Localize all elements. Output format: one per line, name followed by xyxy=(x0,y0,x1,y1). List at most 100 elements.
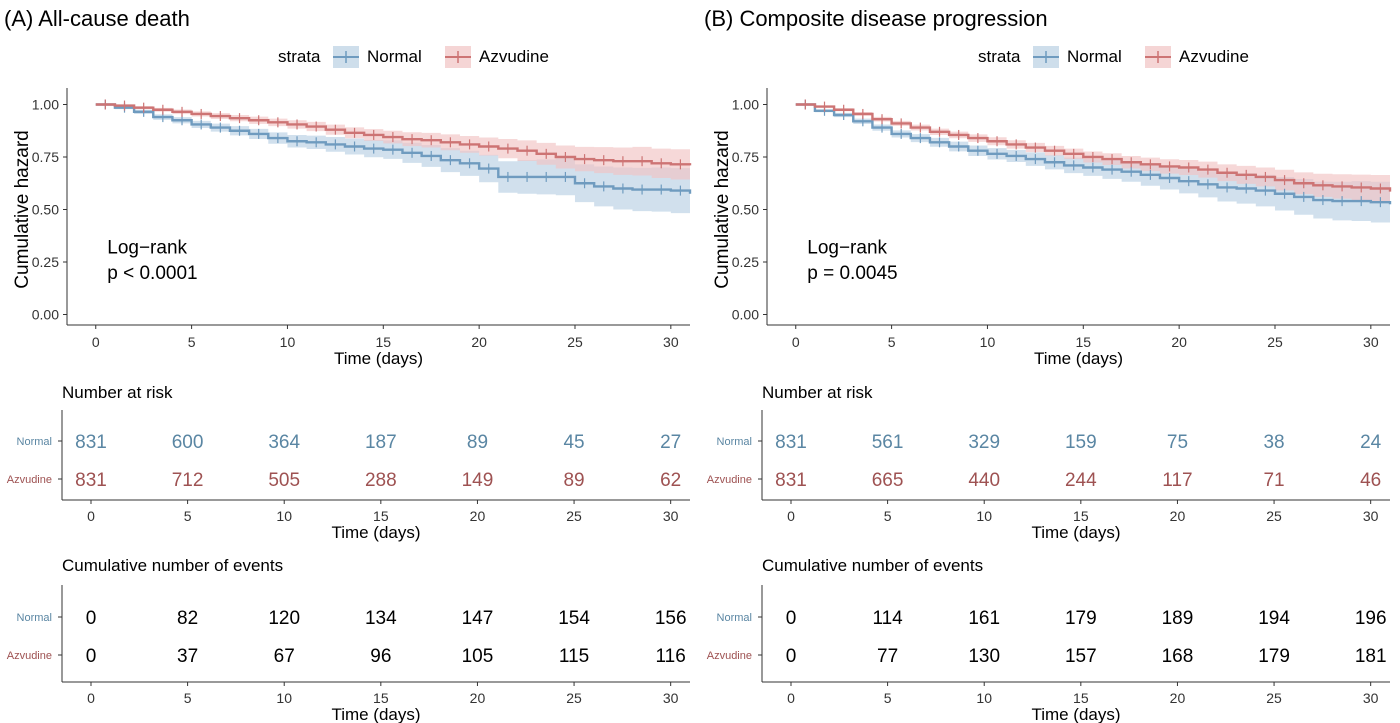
y-tick-label: 0.25 xyxy=(32,254,59,270)
events-table-cell: 156 xyxy=(655,608,687,629)
risk-table-x-tick-label: 25 xyxy=(1266,508,1282,524)
events-table-x-tick-label: 10 xyxy=(276,690,292,706)
risk-table-row-label: Normal xyxy=(17,436,52,448)
events-table-row-label: Normal xyxy=(17,612,52,624)
risk-table-cell: 62 xyxy=(660,470,681,491)
y-tick-label: 1.00 xyxy=(32,97,59,113)
x-tick-label: 5 xyxy=(888,334,896,350)
events-table-cell: 37 xyxy=(177,646,198,667)
events-table-x-axis-label: Time (days) xyxy=(1031,705,1120,723)
km-line-normal xyxy=(95,103,692,194)
risk-table-x-tick-label: 0 xyxy=(87,508,95,524)
y-axis-label: Cumulative hazard xyxy=(712,130,733,288)
events-table-cell: 179 xyxy=(1065,608,1097,629)
legend: strata Normal Azvudine xyxy=(278,46,549,68)
y-tick-label: 0.50 xyxy=(732,202,759,218)
risk-table-x-tick-label: 25 xyxy=(566,508,582,524)
y-tick-label: 0.75 xyxy=(732,149,759,165)
risk-table-x-tick-label: 0 xyxy=(787,508,795,524)
events-table-x-tick-label: 30 xyxy=(1363,690,1379,706)
risk-table-cell: 71 xyxy=(1263,470,1284,491)
legend-title: strata xyxy=(278,47,321,66)
risk-table-cell: 117 xyxy=(1162,470,1192,491)
events-table-cell: 120 xyxy=(268,608,300,629)
events-table-cell: 134 xyxy=(365,608,397,629)
events-table-cell: 0 xyxy=(786,608,797,629)
x-axis-label: Time (days) xyxy=(1034,349,1123,368)
events-table-row-label: Azvudine xyxy=(707,650,752,662)
events-table-cell: 147 xyxy=(462,608,494,629)
logrank-label: Log−rank xyxy=(107,238,187,259)
risk-table-x-axis-label: Time (days) xyxy=(331,523,420,542)
risk-table-cell: 665 xyxy=(872,470,904,491)
events-table-cell: 82 xyxy=(177,608,198,629)
events-table-cell: 115 xyxy=(559,646,589,667)
risk-table-title: Number at risk xyxy=(762,383,873,402)
p-value-label: p = 0.0045 xyxy=(807,263,897,284)
events-table-cell: 0 xyxy=(86,646,97,667)
legend-label: Azvudine xyxy=(479,47,549,66)
risk-table-cell: 149 xyxy=(462,470,494,491)
risk-table-x-tick-label: 30 xyxy=(663,508,679,524)
events-table-cell: 96 xyxy=(370,646,391,667)
x-tick-label: 5 xyxy=(188,334,196,350)
events-table-x-tick-label: 25 xyxy=(566,690,582,706)
risk-table-cell: 89 xyxy=(563,470,584,491)
events-table-cell: 154 xyxy=(558,608,590,629)
risk-table-x-tick-label: 5 xyxy=(184,508,192,524)
risk-table-cell: 505 xyxy=(268,470,300,491)
risk-table-x-tick-label: 20 xyxy=(470,508,486,524)
risk-table-row-label: Normal xyxy=(717,436,752,448)
legend-label: Normal xyxy=(1067,47,1122,66)
chart-title: (B) Composite disease progression xyxy=(704,6,1048,31)
ci-band-azvudine xyxy=(95,104,690,182)
events-table-x-tick-label: 25 xyxy=(1266,690,1282,706)
events-table-x-tick-label: 0 xyxy=(87,690,95,706)
y-axis-label: Cumulative hazard xyxy=(12,130,33,288)
risk-table-cell: 89 xyxy=(467,432,488,453)
legend-label: Azvudine xyxy=(1179,47,1249,66)
risk-table-cell: 831 xyxy=(775,432,807,453)
legend-label: Normal xyxy=(367,47,422,66)
risk-table-title: Number at risk xyxy=(62,383,173,402)
risk-table-cell: 831 xyxy=(75,432,107,453)
x-tick-label: 0 xyxy=(92,334,100,350)
events-table-cell: 67 xyxy=(274,646,295,667)
events-table-x-tick-label: 20 xyxy=(470,690,486,706)
risk-table-cell: 561 xyxy=(872,432,904,453)
events-table-cell: 77 xyxy=(877,646,898,667)
x-tick-label: 30 xyxy=(663,334,679,350)
risk-table-row-label: Azvudine xyxy=(707,474,752,486)
chart-title: (A) All-cause death xyxy=(4,6,190,31)
x-tick-label: 10 xyxy=(980,334,996,350)
events-table-x-axis-label: Time (days) xyxy=(331,705,420,723)
risk-table-cell: 600 xyxy=(172,432,204,453)
risk-table-row-label: Azvudine xyxy=(7,474,52,486)
events-table-x-tick-label: 5 xyxy=(884,690,892,706)
events-table-cell: 179 xyxy=(1258,646,1290,667)
events-table-cell: 196 xyxy=(1355,608,1387,629)
events-table-cell: 0 xyxy=(86,608,97,629)
risk-table-x-tick-label: 20 xyxy=(1170,508,1186,524)
events-table-row-label: Azvudine xyxy=(7,650,52,662)
events-table-cell: 194 xyxy=(1258,608,1290,629)
risk-table-cell: 187 xyxy=(365,432,397,453)
events-table-cell: 157 xyxy=(1065,646,1097,667)
events-table-cell: 116 xyxy=(656,646,686,667)
events-table-cell: 189 xyxy=(1162,608,1194,629)
y-tick-label: 0.75 xyxy=(32,149,59,165)
x-tick-label: 15 xyxy=(376,334,392,350)
events-table-x-tick-label: 0 xyxy=(787,690,795,706)
legend: strata Normal Azvudine xyxy=(978,46,1249,68)
km-line-azvudine xyxy=(795,103,1392,192)
risk-table-x-tick-label: 15 xyxy=(1073,508,1089,524)
ci-band-normal xyxy=(95,104,690,217)
events-table-cell: 114 xyxy=(872,608,903,629)
risk-table-cell: 46 xyxy=(1360,470,1381,491)
risk-table-cell: 712 xyxy=(172,470,204,491)
logrank-label: Log−rank xyxy=(807,238,887,259)
risk-table-cell: 27 xyxy=(660,432,681,453)
events-table-cell: 105 xyxy=(462,646,494,667)
events-table-x-tick-label: 30 xyxy=(663,690,679,706)
risk-table-cell: 831 xyxy=(75,470,107,491)
